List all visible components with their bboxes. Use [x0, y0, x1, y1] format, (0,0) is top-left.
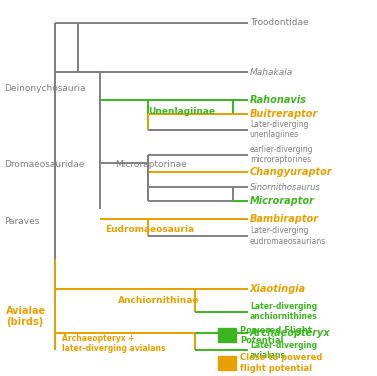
Text: Archaeopteryx: Archaeopteryx [250, 328, 330, 338]
Text: Archaeopteryx +
later-diverging avialans: Archaeopteryx + later-diverging avialans [63, 334, 166, 353]
Text: Close to powered
flight potential: Close to powered flight potential [240, 353, 322, 373]
Text: Anchiornithinae: Anchiornithinae [118, 296, 200, 305]
Text: Mahakala: Mahakala [250, 68, 293, 77]
Text: Xiaotingia: Xiaotingia [250, 284, 306, 294]
FancyBboxPatch shape [218, 356, 236, 370]
Text: Later-diverging
anchiornithines: Later-diverging anchiornithines [250, 302, 317, 321]
Text: Later-diverging
unenlagiines: Later-diverging unenlagiines [250, 120, 308, 139]
Text: Deinonychosauria: Deinonychosauria [4, 83, 85, 92]
Text: Changyuraptor: Changyuraptor [250, 167, 333, 177]
Text: Dromaeosauridae: Dromaeosauridae [4, 160, 84, 169]
Text: Microraptorinae: Microraptorinae [115, 160, 187, 169]
Text: Unenlagiinae: Unenlagiinae [148, 108, 215, 117]
Text: Paraves: Paraves [4, 217, 39, 226]
Text: Buitreraptor: Buitreraptor [250, 109, 318, 119]
Text: Bambiraptor: Bambiraptor [250, 214, 319, 224]
FancyBboxPatch shape [218, 328, 236, 342]
Text: Powered Flight
Potential: Powered Flight Potential [240, 326, 312, 345]
Text: earlier-diverging
microraptorines: earlier-diverging microraptorines [250, 145, 313, 164]
Text: Sinornithosaurus: Sinornithosaurus [250, 183, 320, 192]
Text: Microraptor: Microraptor [250, 196, 315, 206]
Text: Later-diverging
avialans: Later-diverging avialans [250, 341, 317, 360]
Text: Eudromaeosauria: Eudromaeosauria [105, 224, 195, 233]
Text: Troodontidae: Troodontidae [250, 18, 308, 27]
Text: Later-diverging
eudromaeosaurians: Later-diverging eudromaeosaurians [250, 226, 326, 246]
Text: Rahonavis: Rahonavis [250, 95, 307, 105]
Text: Avialae
(birds): Avialae (birds) [6, 306, 46, 327]
